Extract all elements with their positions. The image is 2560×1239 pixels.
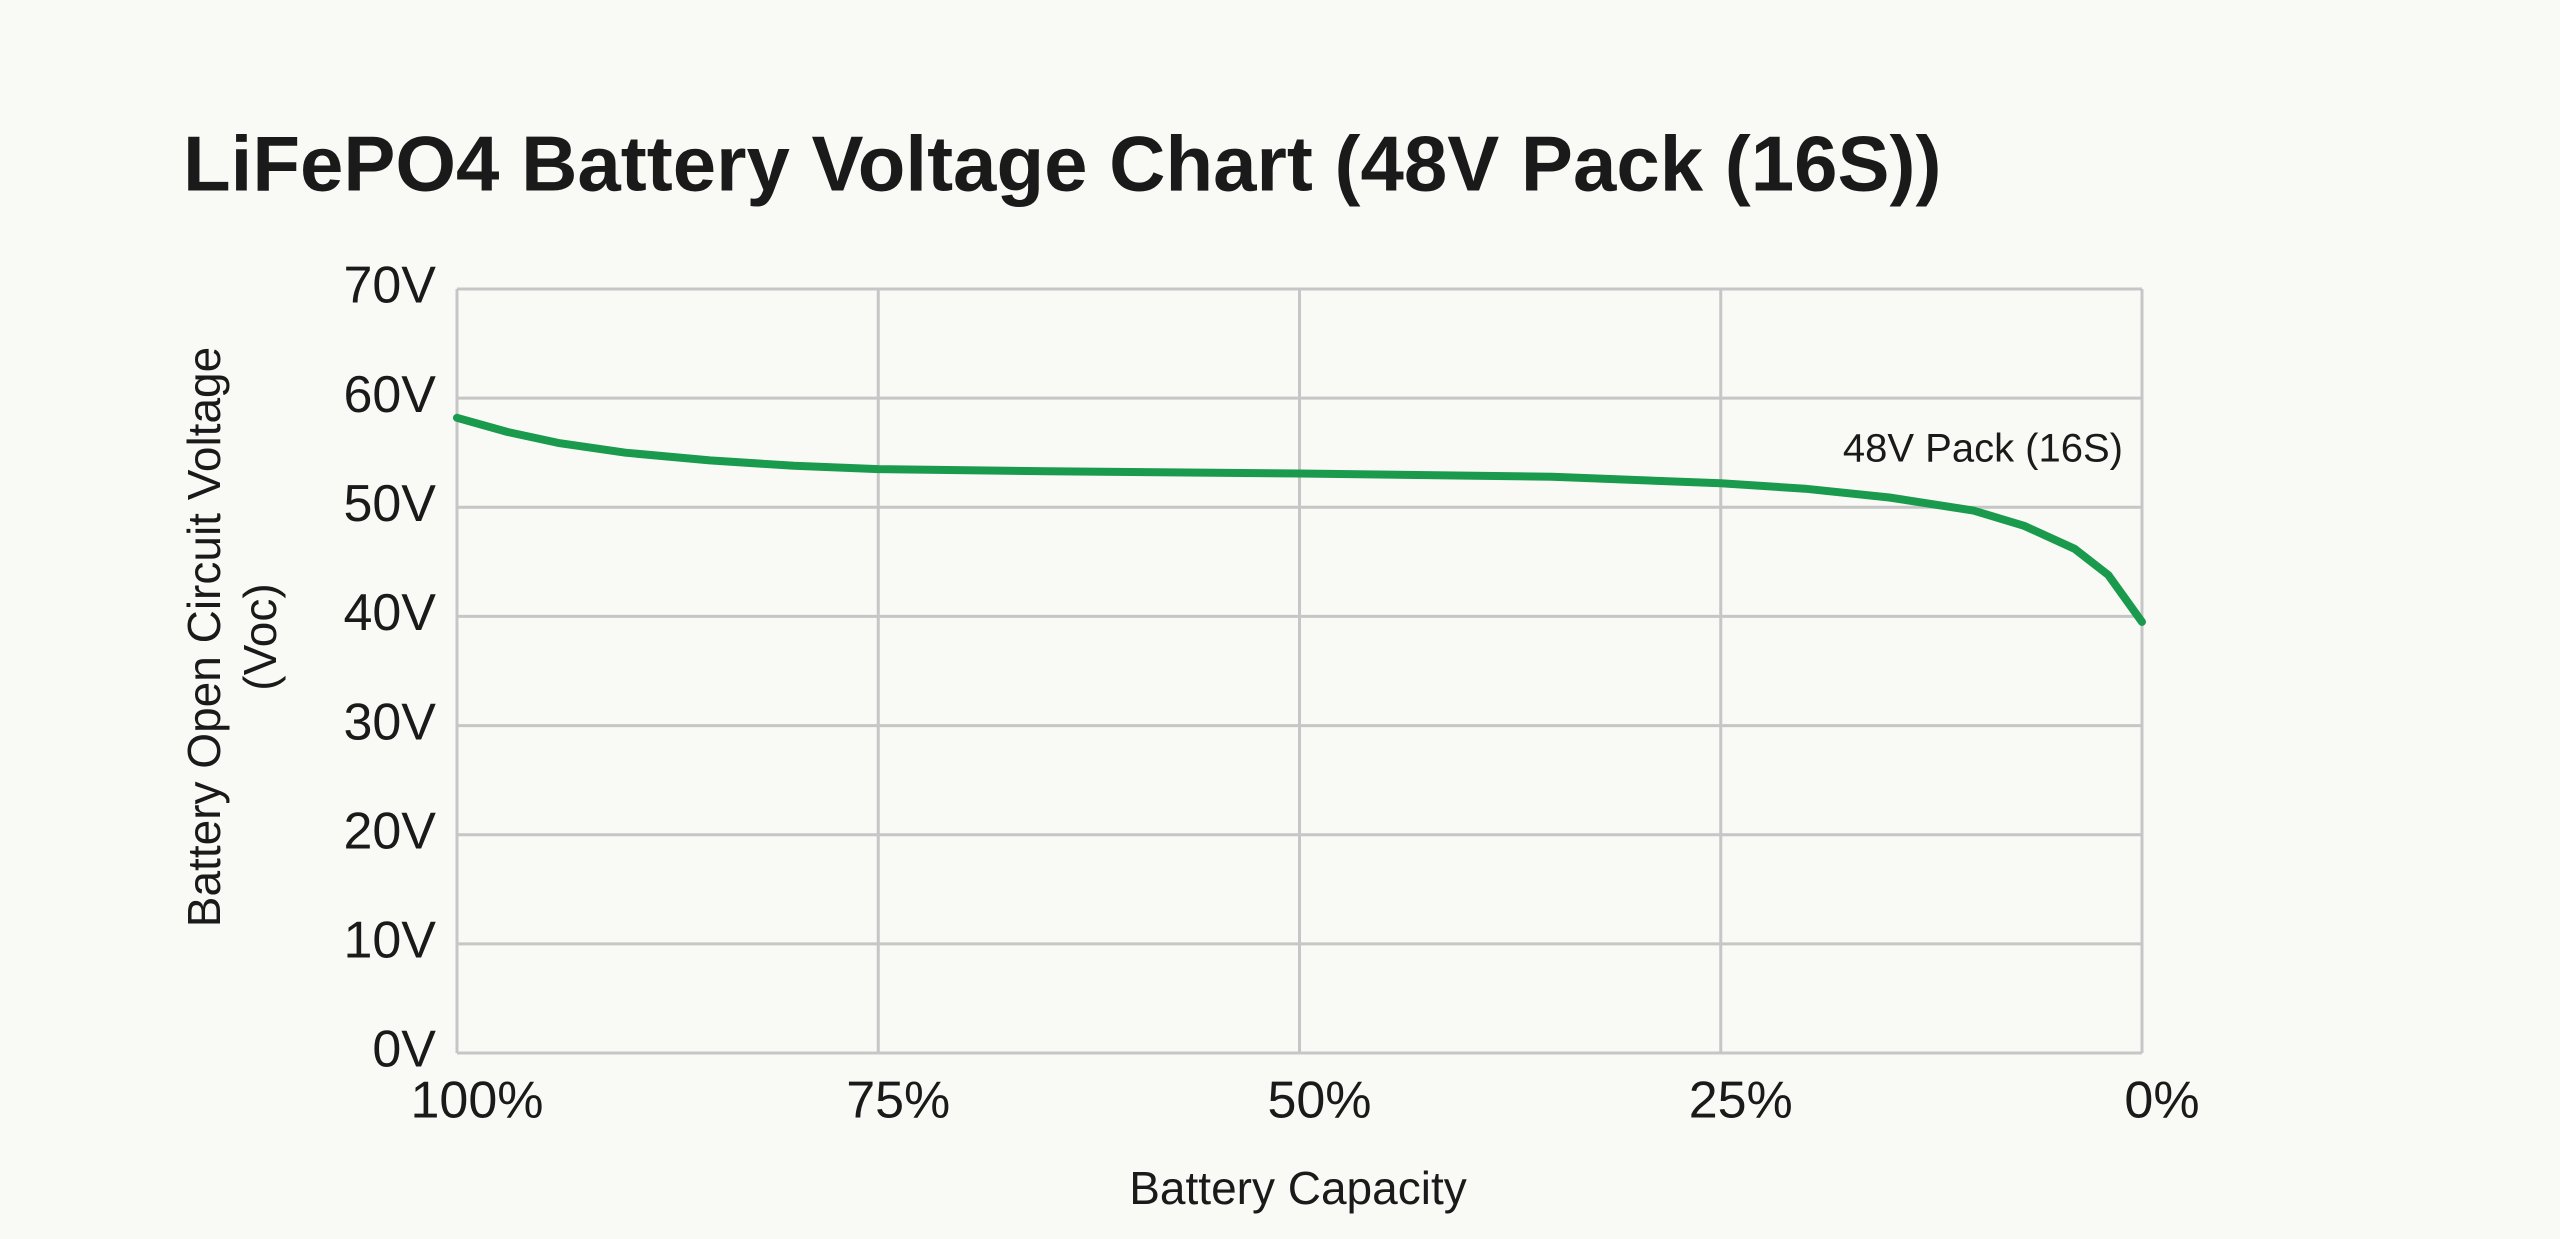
series-label: 48V Pack (16S)	[1843, 427, 2123, 471]
y-tick-label: 0V	[372, 1021, 436, 1079]
y-axis-title-line: Battery Open Circuit Voltage	[178, 347, 230, 927]
x-tick-label: 0%	[2124, 1072, 2199, 1130]
y-tick-label: 10V	[343, 912, 436, 970]
y-axis-title: Battery Open Circuit Voltage (Voc)	[178, 347, 286, 927]
x-tick-label: 25%	[1689, 1072, 1793, 1130]
y-tick-label: 30V	[343, 693, 436, 751]
y-axis-title-line: (Voc)	[234, 583, 286, 690]
y-tick-label: 60V	[343, 366, 436, 424]
x-tick-label: 100%	[411, 1072, 544, 1130]
x-tick-label: 75%	[846, 1072, 950, 1130]
x-tick-label: 50%	[1267, 1072, 1371, 1130]
chart-title: LiFePO4 Battery Voltage Chart (48V Pack …	[183, 120, 1941, 208]
line-series	[453, 413, 2146, 626]
y-tick-label: 20V	[343, 802, 436, 860]
y-tick-label: 50V	[343, 475, 436, 533]
y-tick-label: 70V	[343, 257, 436, 315]
y-tick-label: 40V	[343, 584, 436, 642]
x-axis-title: Battery Capacity	[1129, 1162, 1466, 1214]
